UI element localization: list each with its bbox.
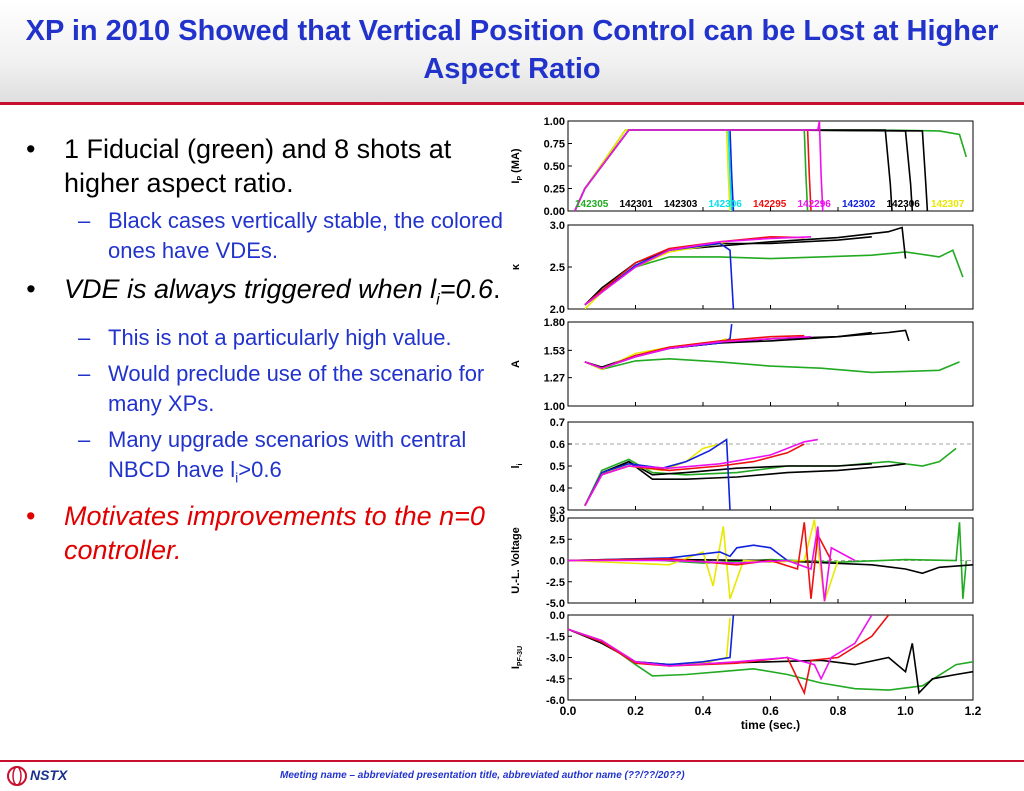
x-tick-label: 0.4 [695,704,712,718]
y-tick-label: 0.6 [550,439,565,451]
y-tick-label: 0.50 [544,161,565,173]
sub-bullet-dash: – [78,427,91,453]
y-tick-label: 1.27 [544,373,565,385]
y-axis-label: li [510,463,524,468]
y-axis-label: IP (MA) [510,148,524,184]
bullet-motivates: • Motivates improvements to the n=0 cont… [26,499,506,567]
sub-bullet-dash: – [78,361,91,387]
shot-label: 142295 [753,199,787,210]
y-tick-label: 2.5 [550,534,565,546]
series-line [584,438,731,510]
y-tick-label: 1.00 [544,401,565,413]
bullet-fiducial: • 1 Fiducial (green) and 8 shots at high… [26,132,506,200]
x-tick-label: 0.2 [627,704,644,718]
shot-label: 142306 [709,199,743,210]
title-divider [0,102,1024,105]
y-tick-label: 2.5 [550,262,565,274]
shot-label: 142305 [575,199,609,210]
y-tick-label: 0.0 [550,610,565,622]
series-line [568,615,873,681]
x-tick-label: 1.2 [965,704,982,718]
x-tick-label: 1.0 [897,704,914,718]
y-tick-label: 1.53 [544,345,565,357]
x-tick-label: 0.6 [762,704,779,718]
y-tick-label: 5.0 [550,513,565,525]
bullet-dot: • [26,274,36,304]
sub-bullet-text: Many upgrade scenarios with central NBCD… [108,427,467,483]
bullet-dot: • [26,500,36,531]
series-line [568,526,856,602]
bullet-dot: • [26,134,36,164]
x-axis-label: time (sec.) [741,718,800,732]
sub-bullet-not-high: – This is not a particularly high value. [26,323,506,353]
chart-panel-frame [567,614,974,701]
series-line [568,544,788,562]
sub-bullet-text-value: >0.6 [238,457,282,483]
y-tick-label: 0.25 [544,184,565,196]
sub-bullet-black-cases: – Black cases vertically stable, the col… [26,206,506,266]
x-tick-label: 0.8 [830,704,847,718]
series-line [584,335,812,370]
slide-title: XP in 2010 Showed that Vertical Position… [25,15,999,85]
x-tick-label: 0.0 [560,704,577,718]
series-line [584,235,805,306]
shot-label: 142307 [931,199,965,210]
slide-header: XP in 2010 Showed that Vertical Position… [0,0,1024,103]
li-subscript: i [436,291,440,309]
y-tick-label: 0.3 [550,505,565,517]
bullet-vde-trigger: • VDE is always triggered when li=0.6. [26,272,506,317]
shot-label: 142303 [664,199,698,210]
y-tick-label: 3.0 [550,220,565,232]
nstx-logo-icon [7,766,27,786]
sub-bullet-upgrade: – Many upgrade scenarios with central NB… [26,425,506,492]
nstx-logo-text: NSTX [30,767,68,783]
series-line [574,121,824,211]
bullet-period: . [493,274,501,304]
y-axis-label: U.-L. Voltage [510,527,522,593]
y-tick-label: 2.0 [550,304,565,316]
footer-meeting-info: Meeting name – abbreviated presentation … [280,770,685,781]
y-tick-label: 0.75 [544,139,565,151]
sub-bullet-dash: – [78,208,91,233]
y-tick-label: -5.0 [546,598,565,610]
y-tick-label: -3.0 [546,653,565,665]
sub-bullet-dash: – [78,325,91,351]
y-tick-label: -1.5 [546,631,565,643]
y-tick-label: 0.0 [550,556,565,568]
shot-label: 142306 [887,199,921,210]
bullet-text: VDE is always triggered when l [64,274,437,304]
y-tick-label: 0.5 [550,461,565,473]
bullet-text: 1 Fiducial (green) and 8 shots at higher… [64,134,452,198]
y-axis-label: IPF-3U [510,646,524,669]
y-tick-label: -4.5 [546,674,565,686]
y-axis-label: κ [510,263,522,270]
y-tick-label: 1.00 [544,116,565,128]
bullet-text: Motivates improvements to the n=0 contro… [64,500,485,565]
series-line [584,357,960,374]
y-tick-label: 0.4 [550,483,566,495]
shot-comparison-chart: 0.00 0.25 0.50 0.75 1.00 IP (MA) 2.0 2.5 3.0 κ 1.0… [510,116,982,732]
series-line [584,438,818,506]
li-subscript: i [235,469,239,486]
y-tick-label: 0.7 [550,417,565,429]
y-tick-label: 0.00 [544,206,565,218]
bullet-text-value: =0.6 [439,274,494,304]
sub-bullet-text: This is not a particularly high value. [108,325,452,351]
y-tick-label: -2.5 [546,577,565,589]
series-line [568,628,973,691]
sub-bullet-text: Black cases vertically stable, the color… [108,208,503,263]
y-tick-label: 1.80 [544,317,565,329]
shot-label: 142296 [798,199,832,210]
y-tick-label: -6.0 [546,695,565,707]
chart-panel-frame [567,321,974,407]
bullet-list: • 1 Fiducial (green) and 8 shots at high… [26,132,506,573]
sub-bullet-preclude: – Would preclude use of the scenario for… [26,359,506,419]
sub-bullet-text: Would preclude use of the scenario for m… [108,361,485,417]
shot-label: 142301 [620,199,654,210]
shot-label: 142302 [842,199,876,210]
y-axis-label: A [510,360,522,368]
series-line [584,447,957,506]
series-line [584,236,812,306]
footer-divider [0,760,1024,762]
